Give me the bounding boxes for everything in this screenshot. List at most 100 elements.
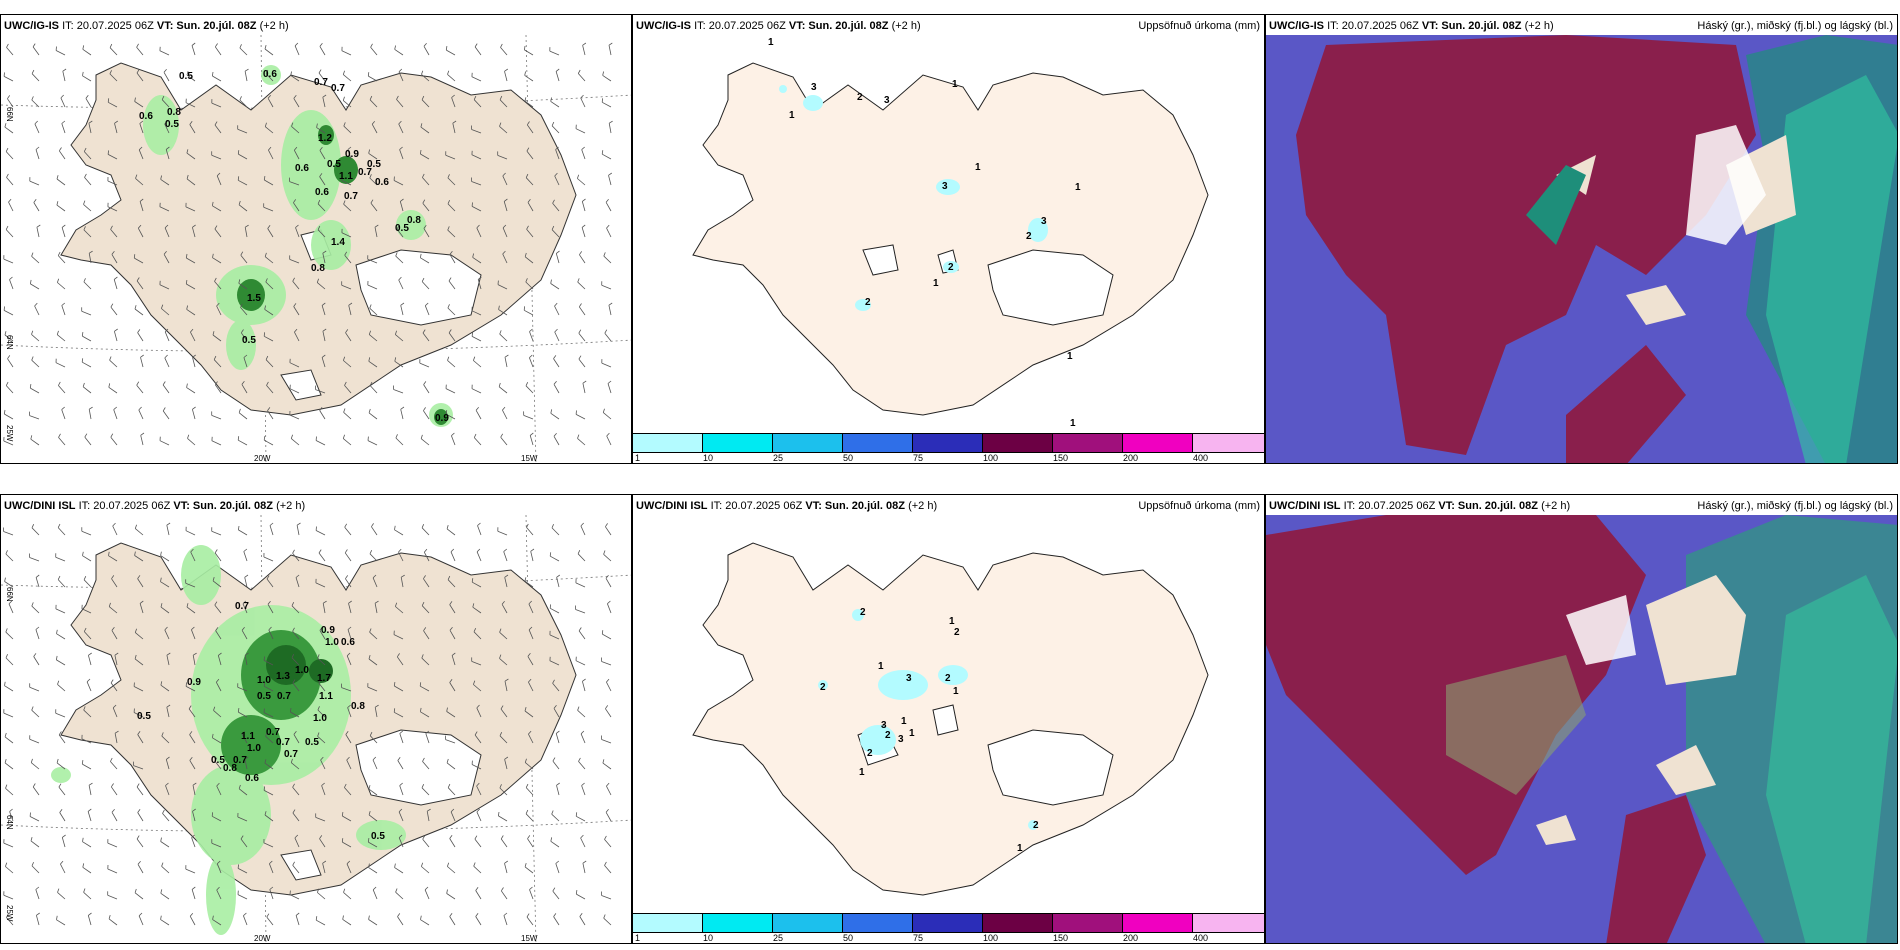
wind-barb-flag (61, 406, 65, 410)
wind-barb-flag (526, 121, 530, 126)
wind-barb (374, 707, 378, 718)
wind-barb (55, 556, 66, 562)
wind-barb-flag (160, 915, 162, 920)
wind-barb (293, 150, 300, 160)
wind-barb (529, 435, 534, 446)
wind-barb-flag (163, 250, 167, 255)
wind-barb (525, 787, 534, 796)
wind-barb (474, 46, 482, 56)
wind-barb (449, 604, 456, 614)
wind-barb (524, 866, 534, 874)
wind-barb-flag (447, 783, 451, 788)
wind-barb (164, 331, 170, 342)
wind-barb-flag (56, 629, 58, 634)
svg-text:1.5: 1.5 (247, 293, 261, 304)
wind-barb (446, 528, 456, 536)
wind-barb (60, 97, 66, 108)
wind-barb-flag (419, 682, 422, 687)
wind-barb (83, 892, 92, 900)
wind-barb (61, 409, 66, 420)
wind-barb-flag (186, 71, 189, 76)
wind-barb (582, 383, 586, 394)
wind-barb (58, 437, 66, 446)
wind-barb-flag (580, 522, 584, 527)
wind-barb-flag (292, 679, 296, 684)
wind-barb (113, 409, 118, 420)
wind-barb-flag (552, 887, 556, 892)
wind-barb (192, 227, 196, 238)
wind-barb (552, 203, 560, 212)
wind-barb-flag (446, 707, 448, 712)
wind-barb-flag (264, 305, 266, 310)
wind-barb-flag (243, 912, 247, 916)
wind-barb-flag (267, 407, 271, 411)
wind-barb-flag (81, 358, 84, 363)
wind-barb-flag (346, 652, 351, 657)
wind-barb-flag (605, 198, 609, 203)
wind-barb-flag (60, 94, 64, 99)
wind-barb-flag (240, 329, 244, 334)
wind-barb-flag (450, 808, 455, 813)
wind-barb (212, 919, 222, 926)
wind-barb (185, 530, 196, 536)
cloud-map (1266, 15, 1897, 463)
wind-barb (575, 582, 586, 588)
svg-text:2: 2 (820, 682, 826, 693)
wind-barb (343, 438, 352, 446)
wind-barb (295, 227, 300, 238)
wind-barb-flag (3, 306, 5, 311)
wind-barb-flag (213, 355, 217, 360)
wind-barb-flag (136, 783, 140, 788)
wind-barb-flag (321, 354, 326, 358)
wind-barb-flag (503, 912, 508, 916)
svg-text:1: 1 (878, 661, 884, 672)
wind-barb (602, 762, 612, 770)
wind-barb (322, 863, 326, 874)
wind-barb-flag (394, 525, 396, 530)
wind-barb (293, 202, 300, 212)
wind-barb (264, 762, 274, 770)
wind-barb (84, 151, 92, 160)
wind-barb (321, 305, 326, 316)
wind-barb-flag (321, 302, 326, 306)
wind-barb-flag (604, 329, 608, 334)
wind-barb-flag (214, 757, 218, 762)
wind-barb (83, 229, 92, 238)
wind-barb-flag (57, 575, 61, 580)
wind-barb-flag (524, 71, 526, 76)
wind-barb (9, 279, 14, 290)
wind-barb (450, 811, 456, 822)
wind-barb (5, 553, 14, 562)
svg-text:1.3: 1.3 (276, 671, 290, 682)
wind-barb (396, 99, 404, 108)
wind-barb (165, 785, 170, 796)
wind-barb (316, 919, 326, 926)
wind-barb-flag (451, 432, 455, 436)
wind-barb-flag (449, 679, 453, 683)
wind-barb (5, 631, 14, 640)
wind-barb-flag (31, 96, 34, 101)
wind-barb (322, 603, 326, 614)
wind-barb-flag (5, 862, 8, 867)
wind-barb (530, 551, 534, 562)
wind-barb (82, 75, 92, 82)
wind-barb-flag (111, 626, 115, 631)
wind-barb-flag (343, 122, 346, 127)
wind-barb (341, 687, 352, 692)
wind-barb (138, 915, 144, 926)
wind-barb (315, 817, 326, 822)
wind-barb (57, 579, 66, 588)
wind-barb-flag (186, 603, 189, 608)
wind-barb (369, 385, 378, 394)
wind-barb-flag (185, 253, 188, 259)
wind-barb-flag (267, 225, 271, 229)
wind-barb-flag (503, 198, 508, 202)
svg-text:2: 2 (867, 748, 873, 759)
wind-barb (528, 629, 534, 640)
wind-barb (62, 71, 66, 82)
wind-barb (423, 630, 430, 640)
svg-text:1: 1 (1067, 351, 1073, 362)
svg-text:3: 3 (906, 673, 912, 684)
wind-barb-flag (5, 147, 9, 152)
wind-barb-flag (344, 523, 348, 528)
